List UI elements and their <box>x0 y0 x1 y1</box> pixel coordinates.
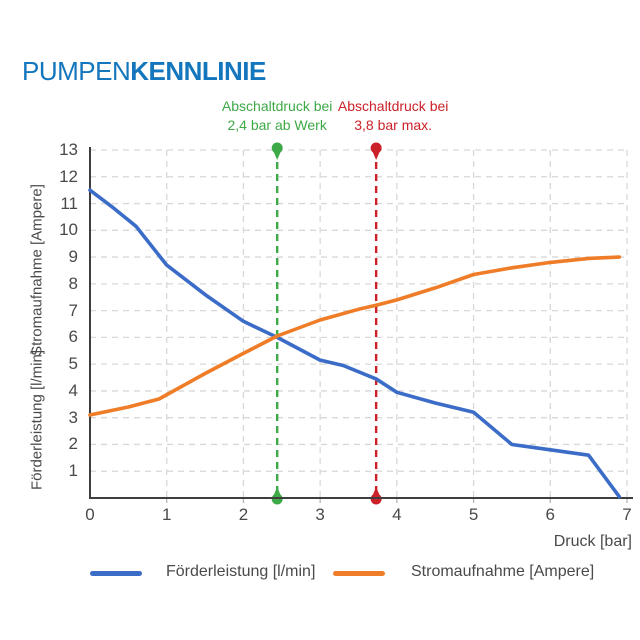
title-bold-part: KENNLINIE <box>130 56 266 86</box>
cutoff-pin-top-werk <box>271 142 283 154</box>
y-tick-label-5: 5 <box>68 354 78 374</box>
y-tick-label-9: 9 <box>68 247 78 267</box>
x-tick-label-4: 4 <box>392 505 402 524</box>
y-tick-label-4: 4 <box>68 380 78 400</box>
cutoff-pin-bottom-tail-werk <box>273 487 281 495</box>
series-line-0 <box>88 188 622 499</box>
cutoff-pin-top-max <box>370 142 382 154</box>
x-tick-label-5: 5 <box>468 505 479 524</box>
legend-swatch-0 <box>90 571 142 576</box>
y-tick-label-8: 8 <box>68 273 78 293</box>
x-tick-label-0: 0 <box>85 505 95 524</box>
y-tick-label-1: 1 <box>68 461 78 481</box>
x-tick-label-2: 2 <box>238 505 249 524</box>
x-tick-label-1: 1 <box>161 505 172 524</box>
annotation-cutoff-max: Abschaltdruck bei 3,8 bar max. <box>308 97 478 135</box>
legend-label-1: Stromaufnahme [Ampere] <box>411 563 595 580</box>
y-tick-label-3: 3 <box>68 407 78 427</box>
y-tick-label-12: 12 <box>59 166 78 186</box>
annotation-cutoff-max-line2: 3,8 bar max. <box>354 117 433 133</box>
annotation-cutoff-max-line1: Abschaltdruck bei <box>337 98 449 114</box>
y-tick-label-10: 10 <box>59 220 78 240</box>
x-axis-label: Druck [bar] <box>553 533 632 550</box>
title-regular-part: PUMPEN <box>22 56 131 86</box>
y-tick-label-7: 7 <box>68 300 78 320</box>
annotation-cutoff-factory-line2: 2,4 bar ab Werk <box>227 117 327 133</box>
y-tick-label-6: 6 <box>68 327 78 347</box>
x-tick-label-6: 6 <box>545 505 556 524</box>
cutoff-pin-bottom-tail-max <box>372 487 380 495</box>
y-tick-label-2: 2 <box>68 434 78 454</box>
legend-swatch-1 <box>333 571 385 576</box>
y-axis-label-current: Stromaufnahme [Ampere] <box>28 184 46 357</box>
x-tick-label-3: 3 <box>315 505 325 524</box>
annotation-cutoff-factory: Abschaltdruck bei 2,4 bar ab Werk <box>192 97 362 135</box>
series-line-1 <box>88 255 622 417</box>
y-axis-label-flow: Förderleistung [l/min] <box>28 350 46 491</box>
y-tick-label-11: 11 <box>60 193 78 213</box>
x-tick-label-7: 7 <box>622 505 632 524</box>
cutoff-pin-top-tail-max <box>372 152 380 160</box>
annotation-cutoff-factory-line1: Abschaltdruck bei <box>221 98 333 114</box>
cutoff-pin-top-tail-werk <box>273 152 281 160</box>
chart-legend: Förderleistung [l/min] Stromaufnahme [Amp… <box>0 560 640 590</box>
page-title: PUMPENKENNLINIE <box>22 56 266 87</box>
y-tick-label-13: 13 <box>59 140 78 159</box>
legend-label-0: Förderleistung [l/min] <box>166 563 316 580</box>
